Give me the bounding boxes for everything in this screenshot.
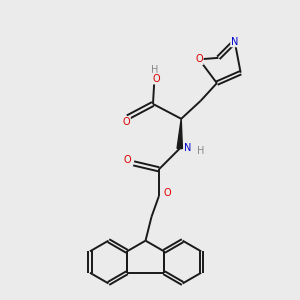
Text: N: N [231,37,238,46]
Text: N: N [184,143,192,153]
Text: O: O [164,188,171,198]
Polygon shape [177,119,182,148]
Text: H: H [151,65,158,75]
Text: O: O [123,155,131,165]
Text: H: H [197,146,204,156]
Text: O: O [195,54,203,64]
Text: O: O [152,74,160,84]
Text: O: O [122,117,130,127]
